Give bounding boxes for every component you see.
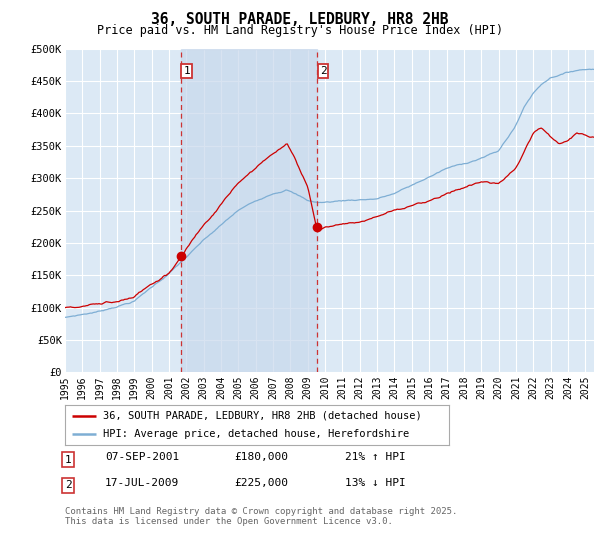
Text: Contains HM Land Registry data © Crown copyright and database right 2025.
This d: Contains HM Land Registry data © Crown c…: [65, 507, 457, 526]
Text: 36, SOUTH PARADE, LEDBURY, HR8 2HB (detached house): 36, SOUTH PARADE, LEDBURY, HR8 2HB (deta…: [103, 411, 422, 421]
Text: 17-JUL-2009: 17-JUL-2009: [105, 478, 179, 488]
Text: 2: 2: [320, 67, 326, 76]
Text: 36, SOUTH PARADE, LEDBURY, HR8 2HB: 36, SOUTH PARADE, LEDBURY, HR8 2HB: [151, 12, 449, 27]
Text: 07-SEP-2001: 07-SEP-2001: [105, 452, 179, 463]
Text: £180,000: £180,000: [234, 452, 288, 463]
Text: Price paid vs. HM Land Registry's House Price Index (HPI): Price paid vs. HM Land Registry's House …: [97, 24, 503, 37]
Text: 2: 2: [65, 480, 71, 491]
Text: £225,000: £225,000: [234, 478, 288, 488]
Text: 1: 1: [65, 455, 71, 465]
Bar: [181, 49, 317, 372]
Text: 13% ↓ HPI: 13% ↓ HPI: [345, 478, 406, 488]
Text: 1: 1: [184, 67, 190, 76]
Text: HPI: Average price, detached house, Herefordshire: HPI: Average price, detached house, Here…: [103, 430, 409, 439]
Text: 21% ↑ HPI: 21% ↑ HPI: [345, 452, 406, 463]
